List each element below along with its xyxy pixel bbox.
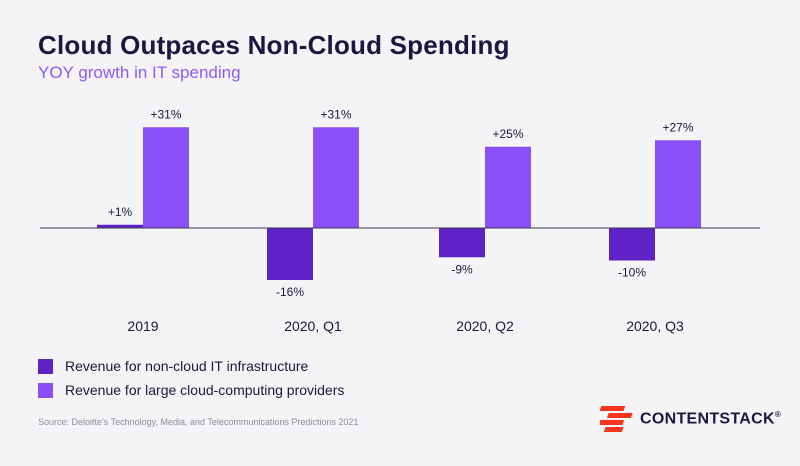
bar-non-cloud-3 [609, 228, 655, 261]
x-tick-label-3: 2020, Q3 [626, 318, 684, 334]
data-label-non-cloud-0: +1% [108, 205, 133, 219]
bar-cloud-0 [143, 127, 189, 228]
bar-non-cloud-0 [97, 224, 143, 228]
data-label-cloud-1: +31% [320, 107, 351, 121]
data-label-cloud-0: +31% [150, 107, 181, 121]
data-label-non-cloud-3: -10% [618, 266, 646, 280]
bar-non-cloud-1 [267, 228, 313, 280]
chart-subtitle: YOY growth in IT spending [38, 63, 241, 82]
contentstack-logo: CONTENTSTACK® [600, 404, 781, 434]
data-label-non-cloud-2: -9% [451, 262, 473, 276]
legend-label-non-cloud: Revenue for non-cloud IT infrastructure [65, 358, 309, 374]
contentstack-logo-icon [600, 406, 633, 432]
x-tick-label-0: 2019 [127, 318, 158, 334]
data-label-cloud-2: +25% [492, 127, 523, 141]
x-tick-label-1: 2020, Q1 [284, 318, 342, 334]
legend-item-non-cloud: Revenue for non-cloud IT infrastructure [38, 358, 308, 374]
logo-wordmark: CONTENTSTACK® [640, 409, 782, 428]
bar-cloud-1 [313, 127, 359, 228]
legend-item-cloud: Revenue for large cloud-computing provid… [38, 382, 344, 398]
legend-label-cloud: Revenue for large cloud-computing provid… [65, 382, 345, 398]
chart-title: Cloud Outpaces Non-Cloud Spending [38, 30, 510, 60]
data-label-non-cloud-1: -16% [276, 285, 304, 299]
bar-cloud-3 [655, 140, 701, 228]
legend-swatch-non-cloud [38, 358, 53, 374]
bar-chart: +1% +31% 2019 -16% +31% 2020, Q1 -9% +25% 2020, … [40, 107, 760, 334]
legend-swatch-cloud [38, 382, 53, 398]
bar-cloud-2 [485, 146, 531, 228]
source-note: Source: Deloitte's Technology, Media, an… [38, 417, 359, 427]
x-tick-label-2: 2020, Q2 [456, 318, 514, 334]
bar-non-cloud-2 [439, 228, 485, 258]
data-label-cloud-3: +27% [662, 120, 693, 134]
